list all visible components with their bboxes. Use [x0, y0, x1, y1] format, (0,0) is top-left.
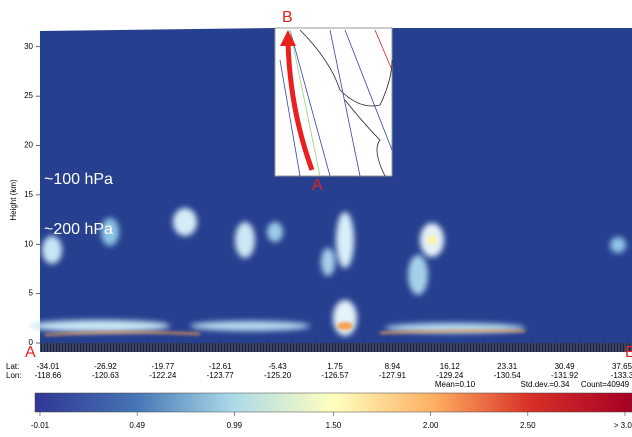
lat-tick-label: 23.31	[497, 362, 518, 371]
lon-tick-label: -126.57	[321, 371, 349, 380]
lon-tick-label: -131.92	[551, 371, 579, 380]
y-tick-label: 0	[29, 338, 34, 347]
y-tick-label: 20	[24, 141, 33, 150]
lat-tick-label: -12.61	[209, 362, 232, 371]
lon-label: Lon:	[6, 371, 22, 380]
stat: Std.dev.=0.34	[521, 380, 571, 389]
start-label: A	[25, 344, 36, 361]
y-tick-label: 5	[29, 289, 34, 298]
lon-tick-label: -130.54	[494, 371, 522, 380]
annotations: ~100 hPa ~200 hPa A B Lat: Lon:	[6, 171, 632, 380]
lon-tick-label: -125.20	[264, 371, 292, 380]
annotation: ~200 hPa	[44, 221, 113, 238]
lat-tick-label: -5.43	[268, 362, 287, 371]
y-tick-label: 25	[24, 91, 33, 100]
lat-tick-label: -26.92	[94, 362, 117, 371]
colorbar-tick-label: 2.50	[520, 421, 536, 430]
lat-tick-label: -19.77	[151, 362, 174, 371]
lat-tick-label: 16.12	[440, 362, 461, 371]
lon-tick-label: -118.66	[35, 371, 62, 380]
lat-label: Lat:	[6, 362, 19, 371]
lon-tick-label: -127.91	[379, 371, 407, 380]
track-bar	[40, 343, 632, 352]
lat-tick-label: 1.75	[327, 362, 343, 371]
y-axis-label: Height (km)	[9, 179, 18, 221]
inset-end-label: B	[282, 9, 293, 26]
y-tick-label: 10	[24, 239, 33, 248]
annotation: ~100 hPa	[44, 171, 113, 188]
lat-tick-label: 37.65	[612, 362, 632, 371]
heatmap	[30, 28, 632, 343]
inset-start-label: A	[312, 177, 323, 194]
stat: Count=40949	[581, 380, 630, 389]
end-label: B	[625, 344, 632, 361]
lat-tick-label: 30.49	[555, 362, 576, 371]
colorbar-tick-label: > 3.00	[614, 421, 632, 430]
colorbar-tick-label: 0.99	[227, 421, 243, 430]
colorbar-tick-label: 2.00	[423, 421, 439, 430]
lon-tick-label: -120.63	[92, 371, 120, 380]
stat: Mean=0.10	[435, 380, 476, 389]
lon-tick-label: -129.24	[436, 371, 464, 380]
y-tick-label: 15	[24, 190, 33, 199]
lon-tick-label: -133.3	[611, 371, 632, 380]
colorbar-tick-label: -0.01	[31, 421, 50, 430]
y-tick-label: 30	[24, 42, 33, 51]
colorbar-tick-label: 1.50	[326, 421, 342, 430]
lat-tick-label: 8.94	[385, 362, 401, 371]
colorbar	[34, 392, 632, 413]
lon-tick-label: -122.24	[149, 371, 177, 380]
colorbar-tick-label: 0.49	[129, 421, 145, 430]
inset-map: A B	[274, 9, 393, 194]
lat-tick-label: -34.01	[37, 362, 60, 371]
lon-tick-label: -123.77	[207, 371, 235, 380]
